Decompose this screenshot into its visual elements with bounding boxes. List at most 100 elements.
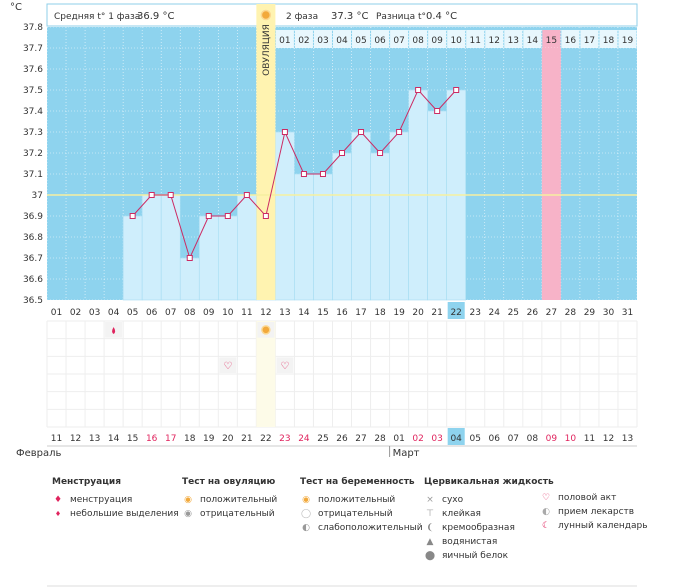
calendar-day-label: 26 [336, 434, 348, 444]
temperature-bar [351, 131, 371, 301]
cycle-day-label: 26 [527, 308, 539, 318]
cycle-day-label: 21 [431, 308, 442, 318]
calendar-day-label: 23 [279, 434, 290, 444]
phase2-day-label: 07 [393, 36, 404, 46]
cycle-day-label: 20 [412, 308, 424, 318]
phase2-day-cell [371, 30, 390, 48]
temperature-bar [427, 110, 447, 301]
legend-menstruation: Менструация ♦ менструация ♦ небольшие выде… [52, 477, 179, 521]
phase2-day-cell [428, 30, 447, 48]
phase1-value: 36.9 °C [137, 11, 174, 22]
calendar-day-label: 10 [565, 434, 577, 444]
cycle-day-label: 07 [165, 308, 176, 318]
cycle-day-label: 24 [489, 308, 501, 318]
data-point [129, 213, 136, 219]
cycle-day-label: 31 [622, 308, 633, 318]
phase2-day-cell [275, 30, 294, 48]
y-tick-label: 36.7 [23, 254, 43, 264]
cycle-day-label: 03 [89, 308, 100, 318]
legend-title: Тест на беременность [300, 477, 415, 487]
y-tick-label: 37.1 [23, 170, 43, 180]
calendar-day-label: 01 [393, 434, 404, 444]
legend-item: яичный белок [442, 551, 509, 561]
calendar-day-label: 13 [622, 434, 633, 444]
data-point [434, 108, 441, 114]
phase2-day-cell [294, 30, 313, 48]
temperature-bar [141, 194, 162, 301]
ovulation-positive-icon [261, 325, 271, 335]
pregnancy-negative-icon: ◯ [300, 509, 312, 519]
legend-item: водянистая [442, 537, 498, 547]
phase2-day-label: 10 [450, 36, 462, 46]
header-bar [46, 3, 638, 27]
data-point [319, 171, 326, 177]
cycle-day-label: 06 [146, 308, 158, 318]
today-calendar-cell [447, 428, 465, 445]
phase2-day-label: 18 [603, 36, 615, 46]
calendar-day-label: 15 [127, 434, 138, 444]
legend-title: Тест на овуляцию [182, 477, 276, 487]
y-tick-label: 36.8 [23, 233, 43, 243]
legend-item: слабоположительный [318, 523, 423, 533]
today-cycle-day-cell [447, 302, 465, 319]
calendar-day-label: 09 [546, 434, 558, 444]
ovulation-positive-icon: ◉ [184, 495, 192, 505]
y-tick-label: 37.5 [23, 86, 43, 96]
calendar-day-label: 27 [355, 434, 366, 444]
month-label: Март [393, 448, 420, 459]
temperature-bar [198, 215, 219, 301]
calendar-day-label: 20 [222, 434, 234, 444]
calendar-day-label: 22 [260, 434, 271, 444]
sticky-icon: ⊤ [426, 509, 434, 519]
y-tick-label: 36.9 [23, 212, 43, 222]
temperature-bar [122, 215, 143, 301]
phase2-day-cell [485, 30, 504, 48]
menstruation-drop-icon: ♦ [53, 495, 63, 505]
y-tick-label: 36.6 [23, 275, 43, 285]
diff-label: Разница t° [376, 12, 426, 22]
data-point [281, 129, 288, 135]
phase2-value: 37.3 °C [331, 11, 368, 22]
phase2-day-label: 04 [336, 36, 348, 46]
temperature-bar [332, 152, 352, 301]
legend-item: положительный [200, 495, 278, 505]
moon-icon: ☾ [541, 521, 551, 531]
month-label: Февраль [16, 448, 62, 459]
data-point [167, 192, 174, 198]
phase2-day-label: 05 [355, 36, 366, 46]
data-point [453, 87, 460, 93]
phase2-day-label: 09 [431, 36, 443, 46]
data-point [339, 150, 345, 156]
calendar-day-label: 11 [51, 434, 62, 444]
ovulation-negative-icon: ◉ [184, 509, 192, 519]
cycle-day-label: 27 [546, 308, 557, 318]
ovulation-event-column [256, 321, 276, 427]
cycle-day-label: 19 [393, 308, 405, 318]
temperature-bar [389, 131, 409, 301]
legend-item: прием лекарств [558, 507, 635, 517]
data-point [377, 150, 384, 156]
phase1-label: Средняя t° 1 фаза [54, 12, 140, 22]
cycle-day-label: 08 [184, 308, 196, 318]
cycle-day-label: 23 [469, 308, 480, 318]
spotting-drop-icon: ♦ [54, 510, 62, 518]
legend-item: отрицательный [200, 509, 275, 519]
legend-item: кремообразная [442, 523, 515, 533]
cycle-day-label: 14 [298, 308, 310, 318]
phase2-day-cell [504, 30, 523, 48]
cycle-day-label: 10 [222, 308, 234, 318]
temperature-bar [313, 173, 333, 301]
y-tick-label: 37.6 [23, 65, 43, 75]
legend-item: сухо [442, 495, 464, 505]
temperature-bar [294, 173, 314, 301]
calendar-day-label: 06 [489, 434, 501, 444]
phase2-day-cell [561, 30, 580, 48]
cycle-day-label: 12 [260, 308, 271, 318]
cycle-day-label: 13 [279, 308, 290, 318]
calendar-day-label: 25 [317, 434, 328, 444]
calendar-day-label: 05 [469, 434, 480, 444]
legend-item: небольшие выделения [70, 509, 179, 519]
y-tick-label: 37.3 [23, 128, 43, 138]
y-tick-label: 37.7 [23, 44, 43, 54]
phase2-day-label: 02 [298, 36, 309, 46]
